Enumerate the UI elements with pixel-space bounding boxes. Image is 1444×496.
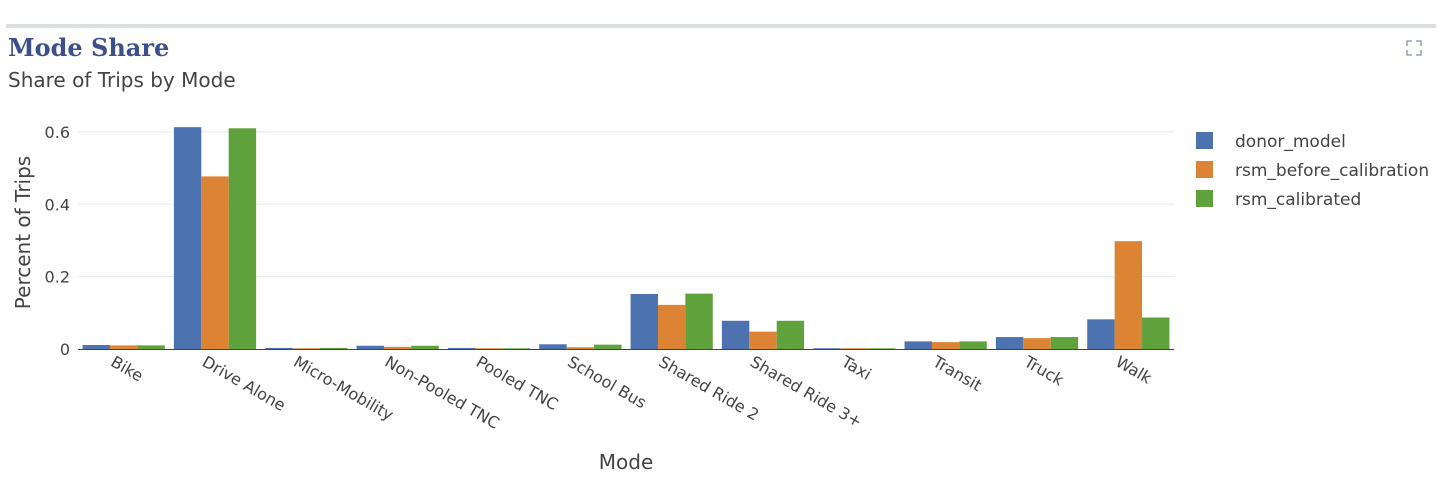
bar-rsm_calibrated[interactable] <box>594 344 622 349</box>
x-tick-labels: Bike Drive Alone Micro-MobilityNon-Pooled … <box>108 352 1156 433</box>
bar-rsm_before_calibration[interactable] <box>566 347 595 349</box>
bar-rsm_before_calibration[interactable] <box>840 348 869 349</box>
bar-rsm_before_calibration[interactable] <box>931 342 960 349</box>
bar-rsm_calibrated[interactable] <box>1050 337 1079 349</box>
bar-rsm_before_calibration[interactable] <box>749 331 777 349</box>
bar-donor_model[interactable] <box>721 320 750 349</box>
card-top-border <box>6 24 1436 28</box>
bar-donor_model[interactable] <box>813 348 841 349</box>
bar-donor_model[interactable] <box>1087 319 1115 349</box>
legend: donor_model rsm_before_calibration rsm_cal… <box>1196 132 1429 210</box>
bar-rsm_calibrated[interactable] <box>411 345 439 349</box>
bar-donor_model[interactable] <box>630 294 658 349</box>
bar-rsm_calibrated[interactable] <box>776 320 805 349</box>
legend-label[interactable]: rsm_before_calibration <box>1235 161 1429 181</box>
legend-swatch[interactable] <box>1196 132 1213 149</box>
bar-rsm_before_calibration[interactable] <box>292 348 321 349</box>
card-title: Mode Share <box>8 33 170 62</box>
legend-swatch[interactable] <box>1196 161 1213 178</box>
bar-donor_model[interactable] <box>356 345 384 349</box>
x-tick-label: Transit <box>929 352 985 395</box>
y-tick-label: 0.2 <box>45 268 70 287</box>
y-tick-label: 0 <box>60 340 70 359</box>
x-tick-label: Taxi <box>837 352 874 384</box>
x-axis-title: Mode <box>599 450 654 474</box>
bar-rsm_calibrated[interactable] <box>137 345 165 349</box>
bar-rsm_calibrated[interactable] <box>868 348 896 349</box>
bar-rsm_before_calibration[interactable] <box>475 348 503 349</box>
bar-rsm_calibrated[interactable] <box>959 341 987 349</box>
y-tick-label: 0.4 <box>45 195 70 214</box>
bar-donor_model[interactable] <box>265 347 293 349</box>
bar-rsm_before_calibration[interactable] <box>109 345 138 349</box>
bar-rsm_calibrated[interactable] <box>228 128 257 349</box>
y-tick-label: 0.6 <box>45 123 70 142</box>
bar-rsm_calibrated[interactable] <box>1142 317 1170 349</box>
bar-rsm_calibrated[interactable] <box>320 347 348 349</box>
bar-donor_model[interactable] <box>539 344 567 349</box>
x-tick-label: Micro-Mobility <box>290 352 396 424</box>
legend-label[interactable]: donor_model <box>1235 132 1346 152</box>
bar-rsm_calibrated[interactable] <box>685 293 713 349</box>
x-tick-label: Pooled TNC <box>473 352 561 414</box>
bar-rsm_calibrated[interactable] <box>502 348 531 349</box>
bar-donor_model[interactable] <box>173 127 202 349</box>
y-axis-title: Percent of Trips <box>11 156 35 309</box>
bar-donor_model[interactable] <box>447 347 476 349</box>
bar-rsm_before_calibration[interactable] <box>657 304 686 349</box>
x-tick-label: Walk <box>1112 352 1155 388</box>
card-subtitle: Share of Trips by Mode <box>8 68 236 92</box>
bar-donor_model[interactable] <box>995 337 1024 349</box>
y-tick-labels: 0 0.2 0.4 0.6 <box>45 123 70 359</box>
bar-rsm_before_calibration[interactable] <box>383 346 412 349</box>
bar-rsm_before_calibration[interactable] <box>1023 338 1051 349</box>
bar-rsm_before_calibration[interactable] <box>201 176 229 349</box>
bars <box>82 127 1170 349</box>
x-tick-label: Shared Ride 2 <box>656 352 763 425</box>
x-tick-label: School Bus <box>564 352 649 412</box>
x-tick-label: Bike <box>108 352 147 385</box>
gridlines <box>78 131 1174 278</box>
bar-donor_model[interactable] <box>82 345 110 349</box>
expand-icon[interactable] <box>1405 39 1423 57</box>
bar-donor_model[interactable] <box>904 341 932 349</box>
legend-swatch[interactable] <box>1196 190 1213 207</box>
legend-label[interactable]: rsm_calibrated <box>1235 190 1361 210</box>
x-tick-label: Truck <box>1020 352 1068 390</box>
bar-rsm_before_calibration[interactable] <box>1114 241 1143 349</box>
x-tick-label: Drive Alone <box>199 352 289 415</box>
